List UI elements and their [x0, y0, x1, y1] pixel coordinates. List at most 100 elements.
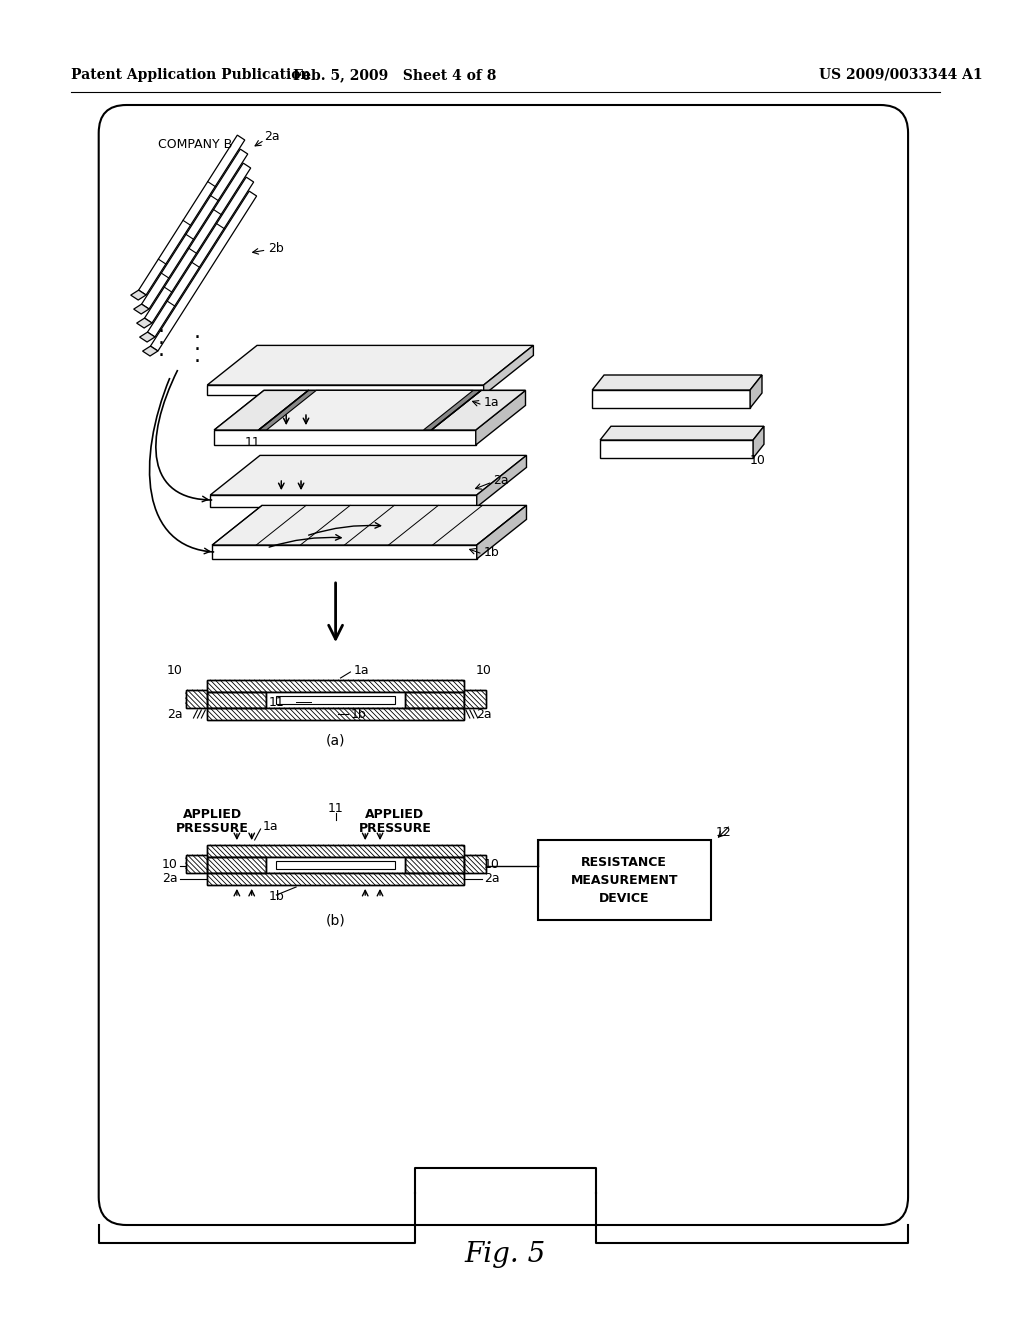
Bar: [207, 692, 266, 708]
Text: 10: 10: [167, 664, 182, 677]
Polygon shape: [141, 149, 248, 309]
Polygon shape: [214, 430, 476, 445]
Polygon shape: [266, 391, 473, 430]
Polygon shape: [600, 440, 753, 458]
Bar: [185, 855, 207, 873]
Polygon shape: [136, 318, 152, 327]
Text: .: .: [194, 334, 201, 354]
Polygon shape: [134, 304, 150, 314]
Polygon shape: [751, 375, 762, 408]
Text: 2a: 2a: [162, 873, 178, 886]
Bar: [207, 708, 464, 719]
Text: 2a: 2a: [483, 873, 500, 886]
Text: .: .: [158, 327, 165, 348]
Bar: [207, 845, 464, 857]
Text: 2b: 2b: [268, 242, 285, 255]
Bar: [185, 690, 207, 708]
Text: 1a: 1a: [483, 396, 500, 409]
FancyBboxPatch shape: [98, 106, 908, 1225]
Polygon shape: [476, 391, 525, 445]
Text: 10: 10: [162, 858, 178, 870]
Text: US 2009/0033344 A1: US 2009/0033344 A1: [819, 69, 983, 82]
Text: 1a: 1a: [353, 664, 369, 676]
Bar: [276, 861, 395, 869]
Text: 1b: 1b: [483, 545, 500, 558]
Text: RESISTANCE
MEASUREMENT
DEVICE: RESISTANCE MEASUREMENT DEVICE: [570, 855, 678, 904]
Polygon shape: [207, 346, 534, 385]
Bar: [464, 855, 485, 873]
Polygon shape: [151, 191, 257, 351]
Bar: [404, 692, 464, 708]
Text: (b): (b): [326, 913, 345, 927]
Bar: [207, 692, 266, 708]
Text: PRESSURE: PRESSURE: [176, 821, 249, 834]
Text: 1b: 1b: [350, 708, 367, 721]
Text: 11: 11: [245, 437, 260, 450]
Bar: [464, 690, 485, 708]
Polygon shape: [592, 389, 751, 408]
Text: APPLIED: APPLIED: [182, 808, 242, 821]
Bar: [207, 873, 464, 884]
Text: .: .: [158, 315, 165, 337]
Polygon shape: [207, 385, 483, 395]
Bar: [464, 855, 485, 873]
Bar: [266, 692, 404, 708]
Bar: [185, 855, 207, 873]
Bar: [464, 690, 485, 708]
Bar: [404, 857, 464, 873]
Text: 10: 10: [476, 664, 492, 677]
Text: 11: 11: [328, 801, 343, 814]
Text: 1a: 1a: [262, 821, 279, 833]
Text: .: .: [158, 341, 165, 360]
Bar: [207, 708, 464, 719]
Polygon shape: [477, 455, 526, 507]
Text: 10: 10: [751, 454, 766, 466]
Text: COMPANY B: COMPANY B: [158, 139, 232, 152]
Polygon shape: [259, 391, 481, 430]
Bar: [207, 845, 464, 857]
Polygon shape: [753, 426, 764, 458]
Bar: [207, 857, 266, 873]
Text: 2a: 2a: [494, 474, 509, 487]
Text: PRESSURE: PRESSURE: [358, 821, 431, 834]
Bar: [185, 690, 207, 708]
Bar: [207, 857, 266, 873]
Bar: [276, 696, 395, 704]
Polygon shape: [212, 545, 477, 558]
Text: 12: 12: [716, 825, 731, 838]
Text: .: .: [194, 346, 201, 366]
Polygon shape: [138, 135, 245, 294]
Polygon shape: [210, 495, 477, 507]
Polygon shape: [600, 426, 764, 440]
Text: APPLIED: APPLIED: [366, 808, 424, 821]
Polygon shape: [131, 290, 146, 300]
Polygon shape: [592, 375, 762, 389]
Text: 10: 10: [483, 858, 500, 870]
Bar: [207, 680, 464, 692]
Text: Fig. 5: Fig. 5: [465, 1242, 546, 1269]
Text: Feb. 5, 2009   Sheet 4 of 8: Feb. 5, 2009 Sheet 4 of 8: [293, 69, 497, 82]
Text: .: .: [194, 322, 201, 342]
Bar: [538, 840, 711, 920]
Text: 1b: 1b: [268, 891, 285, 903]
Polygon shape: [214, 391, 308, 430]
Bar: [404, 857, 464, 873]
Polygon shape: [210, 455, 526, 495]
Text: 2a: 2a: [476, 708, 492, 721]
Text: (a): (a): [326, 733, 345, 747]
Bar: [207, 873, 464, 884]
Polygon shape: [147, 177, 254, 337]
Polygon shape: [483, 346, 534, 395]
Text: Patent Application Publication: Patent Application Publication: [71, 69, 310, 82]
Text: 11: 11: [268, 696, 285, 709]
Polygon shape: [139, 333, 155, 342]
Polygon shape: [142, 346, 158, 356]
Polygon shape: [212, 506, 526, 545]
Text: 2a: 2a: [167, 708, 182, 721]
Polygon shape: [477, 506, 526, 558]
Bar: [404, 692, 464, 708]
Polygon shape: [431, 391, 525, 430]
Text: 2a: 2a: [264, 129, 281, 143]
Polygon shape: [144, 164, 251, 323]
Bar: [266, 857, 404, 873]
